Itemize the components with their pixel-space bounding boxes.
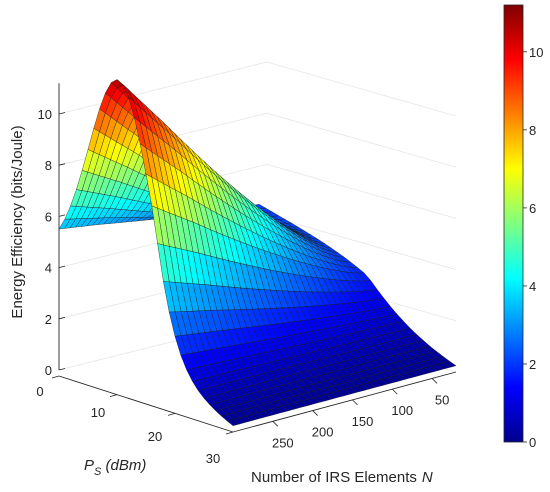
z-tick-mark [58,112,66,115]
energy-efficiency-surface [58,79,457,426]
y-tick-label: 30 [206,451,220,466]
x-tick-label: 250 [272,435,294,450]
x-tick-mark [272,421,279,427]
z-tick-mark [58,368,66,371]
z-tick-mark [58,265,66,268]
z-tick-label: 2 [45,312,52,327]
z-grid-line [266,215,457,270]
y-tick-mark [225,431,234,435]
x-tick-label: 150 [352,414,374,429]
z-grid-line [266,164,457,219]
y-axis-label: PS (dBm) [84,457,146,478]
colorbar: 0 2 4 6 8 10 [503,4,543,450]
z-tick-label: 8 [45,158,52,173]
y-axis-label-subscript: S [94,466,102,478]
z-tick-mark [58,163,66,166]
z-grid-line [58,61,268,115]
axis-lines [58,83,457,433]
y-tick-mark [51,375,60,379]
colorbar-tick-label: 4 [529,279,536,294]
x-tick-mark [431,378,438,384]
z-tick-label: 10 [38,107,52,122]
x-axis-label: Number of IRS Elements N [251,469,433,486]
z-tick-label: 6 [45,209,52,224]
y-axis-line [58,375,234,433]
x-axis-label-text: Number of IRS Elements [251,469,417,486]
x-tick-label: 200 [312,425,334,440]
y-tick-mark [109,394,118,398]
colorbar-tick-label: 0 [529,435,536,450]
x-axis-line [232,371,457,433]
y-tick-label: 0 [36,384,43,399]
z-tick-mark [58,214,66,217]
x-tick-mark [392,388,398,395]
z-tick-label: 0 [45,363,52,378]
y-tick-label: 10 [91,405,105,420]
z-grid-line [266,61,457,117]
x-axis-label-variable: N [422,469,433,486]
colorbar-tick-label: 2 [529,357,536,372]
surface-patch [442,360,457,368]
colorbar-ticks: 0 2 4 6 8 10 [523,45,543,450]
colorbar-tick-label: 10 [529,45,543,60]
y-axis-label-prefix: P [84,457,94,474]
colorbar-tick-label: 8 [529,123,536,138]
colorbar-gradient [503,4,524,443]
z-tick-label: 4 [45,261,52,276]
z-grid-line [266,112,457,168]
colorbar-tick-label: 6 [529,201,536,216]
y-axis-label-unit: (dBm) [101,457,146,474]
z-tick-mark [58,316,66,320]
y-tick-mark [167,412,176,416]
x-tick-label: 50 [435,392,449,407]
x-tick-mark [312,410,318,416]
x-tick-label: 100 [391,403,413,418]
y-tick-label: 20 [148,429,162,444]
x-tick-mark [352,399,358,406]
z-axis-label: Energy Efficiency (bits/Joule) [9,125,26,318]
